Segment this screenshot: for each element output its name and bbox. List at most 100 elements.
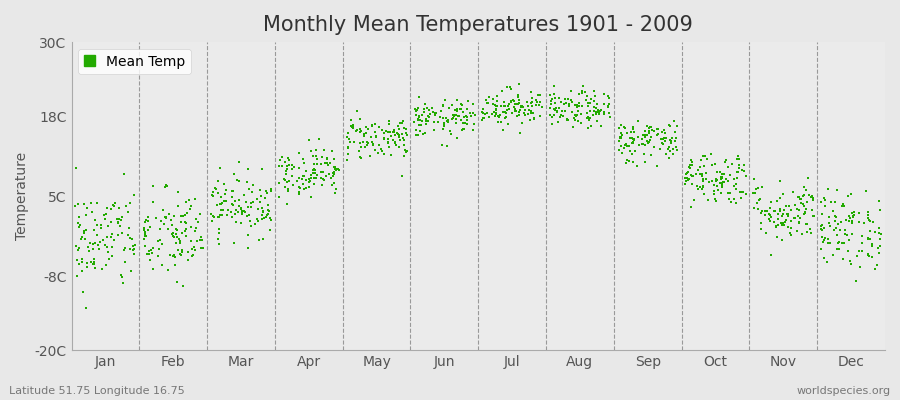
Point [698,191,712,197]
Point [554,99,569,106]
Point [843,215,858,222]
Point [543,105,557,111]
Point [792,207,806,213]
Point [709,176,724,182]
Point [769,223,783,229]
Point [834,240,849,246]
Point [153,225,167,232]
Point [784,232,798,238]
Point [653,146,668,153]
Point [238,208,252,215]
Point [400,132,414,138]
Point [475,115,490,121]
Point [587,108,601,114]
Point [681,176,696,182]
Point [495,88,509,94]
Point [292,175,306,181]
Point [656,140,670,147]
Point [343,138,357,145]
Point [292,189,306,196]
Point [247,198,261,205]
Point [313,175,328,181]
Point [304,175,319,182]
Point [105,230,120,237]
Point [213,212,228,218]
Point [454,106,469,113]
Point [512,99,526,106]
Point [626,135,640,142]
Point [399,148,413,155]
Point [171,189,185,196]
Point [413,128,428,134]
Point [263,215,277,221]
Point [499,114,513,120]
Point [90,232,104,238]
Point [456,114,471,120]
Point [574,88,589,94]
Point [818,197,832,204]
Point [395,134,410,141]
Point [642,130,656,136]
Point [841,192,855,199]
Point [714,176,728,183]
Point [597,109,611,116]
Point [574,110,589,117]
Point [572,91,587,97]
Point [654,136,669,142]
Point [230,209,245,215]
Point [466,101,481,108]
Point [662,154,676,161]
Point [507,104,521,110]
Point [482,93,496,100]
Point [419,118,434,125]
Point [589,111,603,117]
Point [546,91,561,97]
Point [272,194,286,200]
Point [382,121,396,128]
Point [357,130,372,137]
Point [873,207,887,213]
Point [420,113,435,119]
Point [100,234,114,240]
Point [617,145,632,151]
Point [491,93,505,99]
Point [302,176,316,182]
Point [603,114,617,120]
Point [872,250,886,256]
Point [320,156,335,162]
Point [302,184,317,190]
Point [796,210,811,217]
Point [568,112,582,118]
Point [353,140,367,147]
Point [384,132,399,139]
Point [415,118,429,124]
Point [841,248,855,255]
Point [280,186,294,192]
Point [590,101,604,107]
Point [817,195,832,201]
Point [561,117,575,124]
Point [727,176,742,182]
Point [249,196,264,202]
Point [845,218,859,224]
Point [340,134,355,140]
Point [324,147,338,154]
Point [508,101,522,107]
Point [797,184,812,190]
Point [464,113,478,119]
Point [364,138,379,145]
Point [314,169,328,175]
Point [611,146,625,153]
Point [738,191,752,197]
Point [707,160,722,167]
Point [262,208,276,214]
Point [248,221,262,228]
Point [709,177,724,184]
Point [408,105,422,112]
Point [546,112,561,118]
Point [499,110,513,116]
Point [798,220,813,227]
Point [400,148,414,154]
Point [679,171,693,177]
Point [264,217,278,224]
